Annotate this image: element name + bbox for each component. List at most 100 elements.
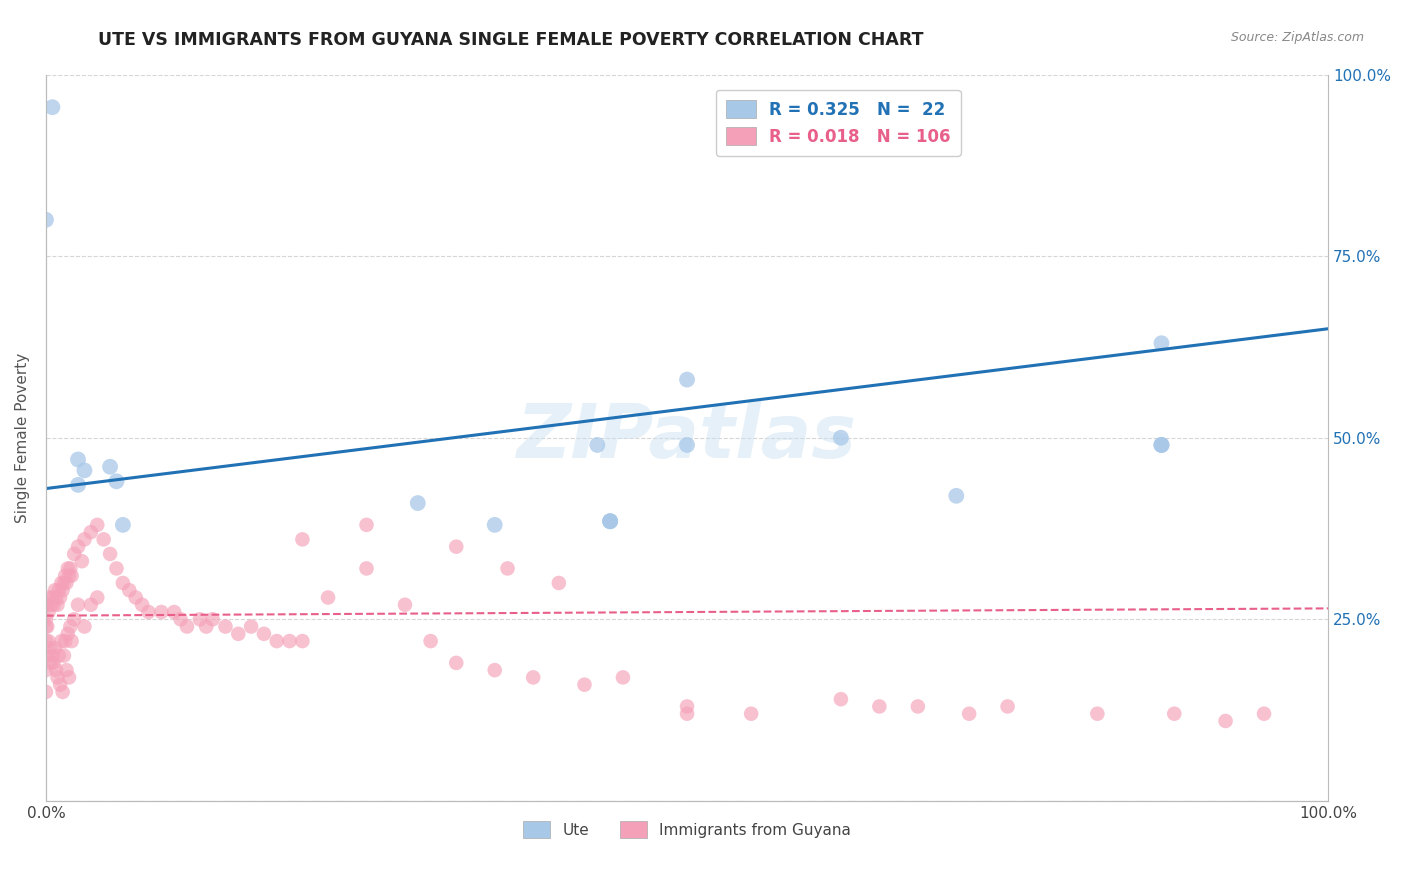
Point bbox=[291, 533, 314, 547]
Point bbox=[163, 605, 186, 619]
Point bbox=[214, 619, 236, 633]
Point bbox=[66, 478, 89, 492]
Point bbox=[55, 576, 77, 591]
Point bbox=[586, 438, 609, 452]
Point bbox=[484, 663, 506, 677]
Point bbox=[676, 438, 699, 452]
Point bbox=[278, 634, 301, 648]
Point bbox=[997, 699, 1019, 714]
Point bbox=[496, 561, 519, 575]
Point bbox=[176, 619, 198, 633]
Point bbox=[522, 670, 544, 684]
Point bbox=[574, 678, 596, 692]
Point bbox=[957, 706, 980, 721]
Point bbox=[612, 670, 634, 684]
Point bbox=[38, 591, 60, 605]
Point bbox=[446, 656, 468, 670]
Point bbox=[56, 561, 79, 575]
Point bbox=[35, 598, 58, 612]
Point bbox=[35, 612, 58, 626]
Point bbox=[201, 612, 224, 626]
Point bbox=[676, 706, 699, 721]
Point bbox=[73, 619, 96, 633]
Point bbox=[547, 576, 569, 591]
Point bbox=[52, 576, 75, 591]
Point bbox=[93, 533, 115, 547]
Point bbox=[51, 634, 73, 648]
Point bbox=[105, 475, 128, 489]
Point bbox=[118, 583, 141, 598]
Point bbox=[226, 627, 249, 641]
Point bbox=[394, 598, 416, 612]
Point bbox=[138, 605, 160, 619]
Point bbox=[111, 517, 134, 532]
Point bbox=[830, 431, 852, 445]
Point bbox=[48, 583, 70, 598]
Point bbox=[66, 598, 89, 612]
Point bbox=[39, 598, 62, 612]
Point bbox=[49, 591, 72, 605]
Point bbox=[86, 591, 108, 605]
Point bbox=[1150, 438, 1173, 452]
Y-axis label: Single Female Poverty: Single Female Poverty bbox=[15, 352, 30, 523]
Text: UTE VS IMMIGRANTS FROM GUYANA SINGLE FEMALE POVERTY CORRELATION CHART: UTE VS IMMIGRANTS FROM GUYANA SINGLE FEM… bbox=[98, 31, 924, 49]
Point bbox=[41, 100, 63, 114]
Point bbox=[1150, 438, 1173, 452]
Point bbox=[44, 641, 66, 656]
Point bbox=[35, 648, 58, 663]
Point bbox=[1085, 706, 1108, 721]
Text: Source: ZipAtlas.com: Source: ZipAtlas.com bbox=[1230, 31, 1364, 45]
Point bbox=[80, 598, 103, 612]
Point bbox=[55, 663, 77, 677]
Point bbox=[52, 583, 75, 598]
Point bbox=[35, 663, 58, 677]
Point bbox=[56, 627, 79, 641]
Point bbox=[38, 634, 60, 648]
Point bbox=[41, 648, 63, 663]
Point bbox=[86, 517, 108, 532]
Point bbox=[599, 514, 621, 528]
Point bbox=[42, 656, 65, 670]
Point bbox=[66, 452, 89, 467]
Point bbox=[266, 634, 288, 648]
Point bbox=[105, 561, 128, 575]
Point bbox=[51, 576, 73, 591]
Point bbox=[111, 576, 134, 591]
Point bbox=[42, 598, 65, 612]
Point bbox=[59, 619, 82, 633]
Point bbox=[63, 612, 86, 626]
Point bbox=[53, 568, 76, 582]
Point bbox=[60, 634, 83, 648]
Point bbox=[1163, 706, 1185, 721]
Point bbox=[38, 605, 60, 619]
Point bbox=[52, 685, 75, 699]
Point bbox=[39, 656, 62, 670]
Point bbox=[46, 670, 69, 684]
Point bbox=[48, 648, 70, 663]
Point bbox=[599, 514, 621, 528]
Point bbox=[356, 561, 378, 575]
Point bbox=[60, 568, 83, 582]
Point bbox=[98, 459, 121, 474]
Point bbox=[46, 598, 69, 612]
Point bbox=[45, 663, 67, 677]
Point bbox=[1253, 706, 1275, 721]
Point bbox=[35, 685, 58, 699]
Point bbox=[70, 554, 93, 568]
Point bbox=[253, 627, 276, 641]
Point bbox=[53, 634, 76, 648]
Point bbox=[356, 517, 378, 532]
Point bbox=[35, 212, 58, 227]
Point bbox=[240, 619, 263, 633]
Point bbox=[169, 612, 191, 626]
Point bbox=[131, 598, 153, 612]
Point bbox=[676, 373, 699, 387]
Point bbox=[1150, 438, 1173, 452]
Point bbox=[37, 619, 59, 633]
Text: ZIPatlas: ZIPatlas bbox=[517, 401, 858, 475]
Point bbox=[66, 540, 89, 554]
Point bbox=[291, 634, 314, 648]
Point bbox=[35, 634, 58, 648]
Point bbox=[80, 525, 103, 540]
Point bbox=[125, 591, 148, 605]
